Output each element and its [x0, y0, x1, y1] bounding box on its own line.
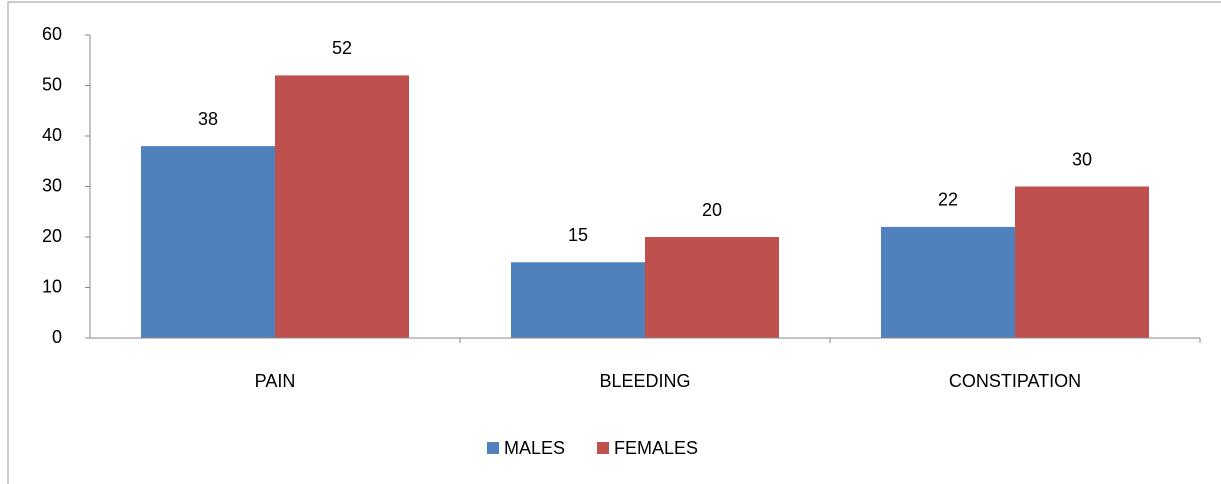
y-tick-label: 0 — [52, 327, 62, 347]
data-label: 30 — [1072, 149, 1092, 169]
data-label: 22 — [938, 190, 958, 210]
legend-label: FEMALES — [614, 438, 698, 458]
y-tick-label: 10 — [42, 276, 62, 296]
bar — [511, 262, 645, 338]
legend-label: MALES — [504, 438, 565, 458]
y-tick-label: 30 — [42, 175, 62, 195]
legend-swatch — [487, 442, 499, 454]
chart-frame — [7, 1, 1221, 484]
legend-swatch — [597, 442, 609, 454]
data-label: 52 — [332, 38, 352, 58]
data-label: 15 — [568, 225, 588, 245]
data-label: 38 — [198, 109, 218, 129]
bar — [1015, 186, 1149, 338]
y-tick-label: 50 — [42, 74, 62, 94]
x-tick-label: PAIN — [255, 371, 296, 391]
bar — [881, 226, 1015, 338]
x-tick-label: CONSTIPATION — [949, 371, 1081, 391]
x-tick-label: BLEEDING — [599, 371, 690, 391]
bar — [645, 237, 779, 338]
y-tick-label: 20 — [42, 226, 62, 246]
bar — [141, 146, 275, 338]
y-tick-label: 40 — [42, 125, 62, 145]
y-tick-label: 60 — [42, 24, 62, 44]
data-label: 20 — [702, 200, 722, 220]
bar — [275, 75, 409, 339]
